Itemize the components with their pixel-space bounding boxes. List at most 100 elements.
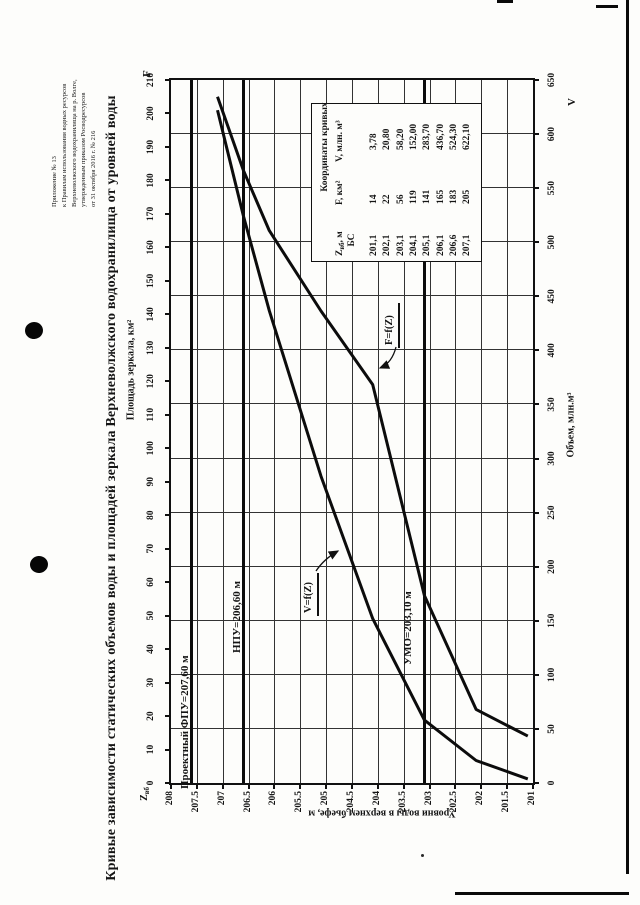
area-tick-label: 140 [146,307,156,322]
scan-speck [421,854,424,857]
volume-tick-label: 450 [547,289,557,304]
area-tick-label: 20 [146,711,156,721]
area-tick-label: 200 [146,106,156,121]
table-col-header-f: F, км² [335,180,345,205]
table-cell: 165 [435,189,446,204]
table-cell: 207,1 [462,234,473,256]
area-tick-label: 50 [146,610,156,621]
level-tick-label: 205.5 [294,791,305,813]
table-cell: 436,70 [435,123,446,150]
corner-label-main: Z [139,794,150,801]
area-tick-label: 210 [146,72,156,88]
level-axis-title: Уровни воды в верхнем бьефе, м [308,807,456,819]
scan-noise-dash [596,5,618,8]
area-tick-label: 10 [146,744,156,755]
table-cell: 14 [369,194,379,205]
area-tick-label: 60 [146,577,156,587]
table-cell: 3,78 [369,133,379,150]
table-cell: 22 [382,194,393,205]
area-label-arrow [378,346,397,369]
table-cell: 205 [462,189,473,204]
table-cell: 203,1 [395,234,406,256]
area-tick-label: 180 [146,173,156,188]
level-tick-label: 206.5 [242,791,253,813]
ref-label-npu: НПУ=206,60 м [231,581,243,653]
level-tick-label: 206 [268,791,279,806]
area-tick-label: 150 [146,273,156,288]
volume-tick-label: 250 [547,505,557,520]
level-tick-label: 207.5 [190,791,201,813]
level-tick-label: 207 [216,791,227,806]
area-tick-label: 190 [146,139,156,155]
volume-tick-label: 600 [547,126,557,142]
level-tick-label: 208 [165,791,175,806]
area-tick-label: 110 [146,407,156,422]
area-tick-label: 30 [146,677,156,688]
volume-curve-label-underline [317,573,319,616]
volume-tick-label: 550 [547,181,557,196]
area-axis-symbol: F [141,70,153,77]
table-col-header-v: V, млн. м³ [335,120,345,162]
area-tick-label: 40 [146,644,156,654]
table-cell: 20,80 [382,128,393,150]
scan-noise-dash [497,0,513,3]
volume-tick-label: 350 [547,397,557,412]
area-curve [216,96,529,738]
table-title: Координаты кривых [320,102,330,192]
level-tick-label: 201.5 [501,791,512,813]
volume-axis-title: Объем, млн.м³ [565,392,577,458]
volume-tick-label: 300 [547,451,557,466]
volume-tick-label: 400 [547,343,557,358]
volume-tick-label: 200 [547,559,557,574]
table-cell: 56 [395,194,406,205]
coordinates-table: Координаты кривых Zвб, м БС F, км² V, мл… [311,102,482,262]
volume-tick-label: 150 [547,613,557,628]
table-cell: 119 [408,190,419,204]
area-tick-label: 70 [146,543,156,554]
volume-tick-label: 100 [547,667,557,682]
volume-axis-symbol: V [566,98,578,106]
table-cell: 283,70 [422,123,433,150]
volume-tick-label: 650 [547,72,557,88]
area-tick-label: 160 [146,240,156,255]
volume-tick-label: 50 [547,724,557,734]
volume-tick-label: 500 [547,235,557,250]
area-curve-label-underline [398,303,400,348]
table-cell: 204,1 [408,234,419,256]
table-cell: 622,10 [462,123,473,150]
volume-curve [216,109,529,781]
table-cell: 201,1 [369,234,379,256]
table-col-header-z: Zвб, м [335,231,346,256]
table-cell: 206,6 [448,234,459,256]
area-tick-label: 80 [146,510,156,520]
corner-label-sub: вб [143,787,151,795]
level-tick-label: 202 [475,791,486,806]
volume-label-arrow [315,550,340,572]
level-tick-label: 201 [527,791,537,806]
table-cell: 202,1 [382,234,393,256]
table-cell: 183 [448,189,459,204]
area-tick-label: 120 [146,374,156,389]
volume-tick-label: 0 [547,780,557,786]
area-tick-label: 90 [146,476,156,487]
ref-label-umo: УМО=203,10 м [402,591,414,665]
ref-label-fpu: Проектный ФПУ=207,60 м [179,655,191,789]
table-col-header-z-line2: БС [347,233,357,247]
table-cell: 524,30 [448,123,459,150]
area-axis-title: Площадь зеркала, км² [125,319,137,421]
table-cell: 206,1 [435,234,446,256]
scan-edge-line [626,0,629,874]
level-axis-corner-label: Zвб [139,787,151,809]
volume-curve-label: V=f(Z) [303,581,314,613]
area-tick-label: 130 [146,340,156,355]
scan-bottom-line [455,892,629,895]
area-curve-label: F=f(Z) [384,315,395,345]
table-cell: 205,1 [422,234,433,256]
area-tick-label: 170 [146,206,156,222]
table-cell: 152,00 [408,123,419,150]
table-cell: 58,20 [395,128,406,150]
area-tick-label: 100 [146,441,156,456]
